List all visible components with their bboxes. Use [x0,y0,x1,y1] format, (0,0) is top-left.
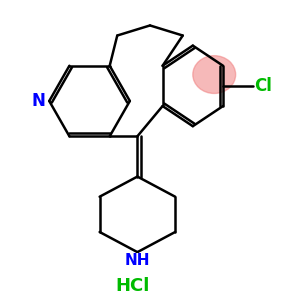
Text: Cl: Cl [254,77,272,95]
Text: N: N [32,92,46,110]
Text: HCl: HCl [115,277,150,295]
Text: NH: NH [125,254,150,268]
Ellipse shape [193,56,236,94]
